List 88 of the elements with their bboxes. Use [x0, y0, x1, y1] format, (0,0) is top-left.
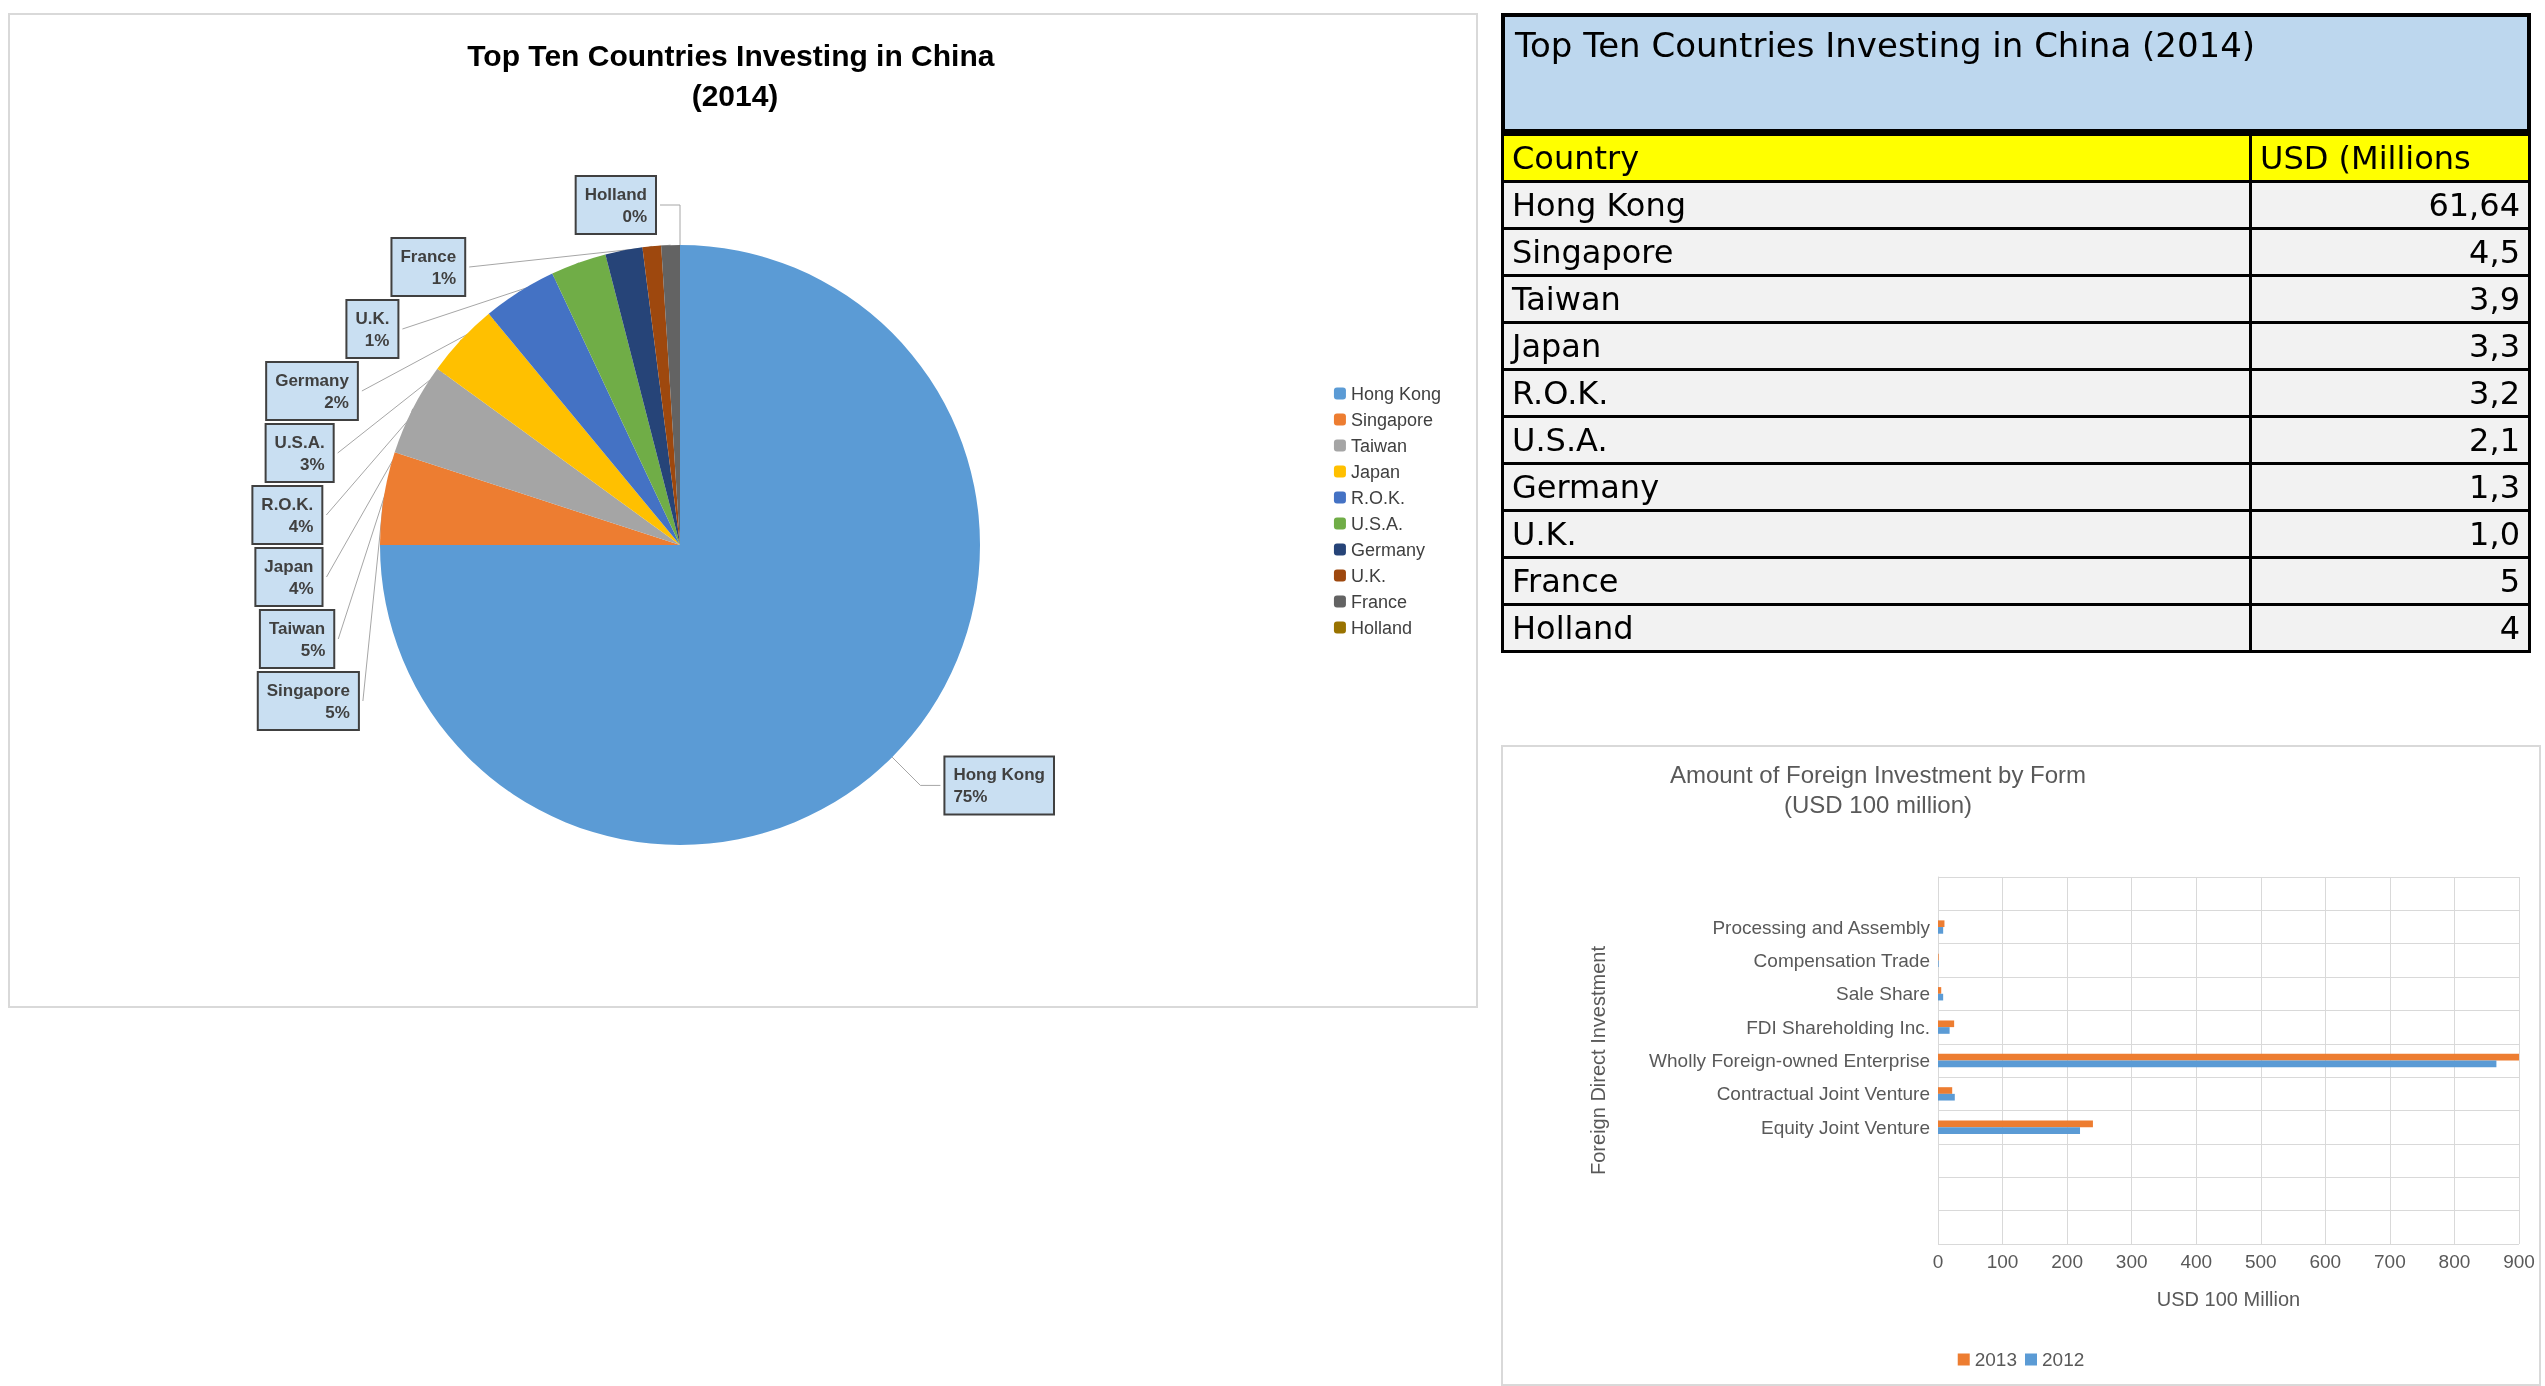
- legend-label: Japan: [1350, 461, 1400, 482]
- text: 3,9: [2469, 280, 2520, 318]
- category-label: Japan: [1502, 322, 2251, 370]
- slice-label: Taiwan: [268, 618, 326, 638]
- legend-label: 2013: [1974, 1349, 2018, 1370]
- chart-subtitle: (USD 100 million): [1783, 790, 1973, 818]
- text: 3,2: [2469, 374, 2520, 412]
- category-label: Holland: [584, 184, 647, 204]
- slice-label: Hong Kong: [953, 764, 1046, 784]
- data-label: 1%: [431, 268, 457, 288]
- x-tick-label: 500: [2244, 1251, 2277, 1272]
- bar: [1938, 927, 1944, 934]
- legend-label: Germany: [1350, 539, 1425, 560]
- data-label: 2%: [324, 392, 349, 412]
- legend-label: Singapore: [1350, 409, 1434, 430]
- y-tick-label: Contractual Joint Venture: [1716, 1083, 1930, 1105]
- slice-label: U.K.: [355, 308, 390, 328]
- category-label: Holland: [1502, 604, 2251, 652]
- bar: [1938, 987, 1942, 994]
- data-label: 4%: [288, 516, 314, 536]
- category-label: U.S.A.: [1502, 416, 2251, 464]
- x-tick-label: 0: [1932, 1251, 1944, 1272]
- legend-label: U.S.A.: [1350, 513, 1403, 534]
- slice-label: R.O.K.: [261, 494, 314, 514]
- x-tick-label: 400: [2180, 1251, 2213, 1272]
- category-label: R.O.K.: [1502, 369, 2251, 417]
- text: Top Ten Countries Investing in China (2014): [1501, 13, 2531, 133]
- category-label: Taiwan: [1502, 275, 2251, 323]
- x-tick-label: 900: [2503, 1251, 2535, 1272]
- slice-label: Germany: [275, 370, 350, 390]
- x-tick-label: 300: [2115, 1251, 2148, 1272]
- data-label: 4%: [288, 578, 314, 598]
- text: 5: [2499, 562, 2520, 600]
- bar: [1938, 1027, 1950, 1034]
- slice-label: Japan: [264, 556, 314, 576]
- text: 1,0: [2469, 515, 2520, 553]
- category-label: U.K.: [1502, 510, 2251, 558]
- legend-label: 2012: [2042, 1349, 2085, 1370]
- data-label: 5%: [300, 640, 326, 660]
- bar: [1938, 1060, 2497, 1068]
- slice-label: France: [400, 246, 457, 266]
- data-label: 5%: [325, 702, 350, 722]
- bar: [1938, 920, 1945, 928]
- text: USD (Millions: [2250, 134, 2530, 182]
- legend-label: Taiwan: [1350, 435, 1407, 456]
- category-label: France: [1502, 557, 2251, 605]
- category-label: Singapore: [1502, 228, 2251, 276]
- y-tick-label: Wholly Foreign-owned Enterprise: [1649, 1050, 1930, 1071]
- text: Country: [1502, 134, 2251, 182]
- category-label: Germany: [1502, 463, 2251, 511]
- text: 3,3: [2469, 327, 2520, 365]
- legend-label: Holland: [1350, 617, 1412, 638]
- category-label: Hong Kong: [1502, 181, 2251, 229]
- legend-label: France: [1350, 591, 1407, 612]
- x-tick-label: 200: [2051, 1251, 2083, 1272]
- text: 0%: [622, 206, 647, 226]
- slice-label: Singapore: [266, 680, 350, 700]
- bar: [1938, 1127, 2081, 1134]
- text: 2,1: [2469, 421, 2520, 459]
- x-tick-label: 800: [2438, 1251, 2471, 1272]
- chart-title: Top Ten Countries Investing in China (2014): [467, 38, 1003, 112]
- text: 1,3: [2469, 468, 2520, 506]
- chart-title: Amount of Foreign Investment by Form: [1669, 760, 2087, 788]
- text: 4,5: [2469, 233, 2520, 271]
- y-tick-label: Compensation Trade: [1753, 949, 1930, 971]
- bar: [1938, 1093, 1955, 1101]
- legend-label: R.O.K.: [1350, 487, 1405, 508]
- legend-label: Hong Kong: [1350, 383, 1442, 404]
- bar: [1938, 1120, 2093, 1128]
- data-label: 1%: [364, 330, 390, 350]
- y-tick-label: Equity Joint Venture: [1761, 1116, 1930, 1138]
- slice-label: U.S.A.: [274, 432, 325, 452]
- bar: [1938, 1020, 1955, 1028]
- x-axis-title: USD 100 Million: [2156, 1288, 2301, 1310]
- y-tick-label: Processing and Assembly: [1712, 916, 1931, 938]
- y-axis-title: Foreign Direct Investment: [1587, 945, 1609, 1175]
- x-tick-label: 100: [1986, 1251, 2019, 1272]
- x-tick-label: 700: [2374, 1251, 2406, 1272]
- bar: [1938, 1053, 2519, 1061]
- legend-label: U.K.: [1350, 565, 1386, 586]
- text: 61,64: [2428, 186, 2520, 224]
- bar: [1938, 1087, 1953, 1094]
- y-tick-label: Sale Share: [1835, 983, 1930, 1005]
- text: 4: [2499, 609, 2520, 647]
- x-tick-label: 600: [2309, 1251, 2342, 1272]
- data-label: 75%: [953, 786, 988, 806]
- y-tick-label: FDI Shareholding Inc.: [1746, 1016, 1930, 1038]
- data-label: 3%: [300, 454, 325, 474]
